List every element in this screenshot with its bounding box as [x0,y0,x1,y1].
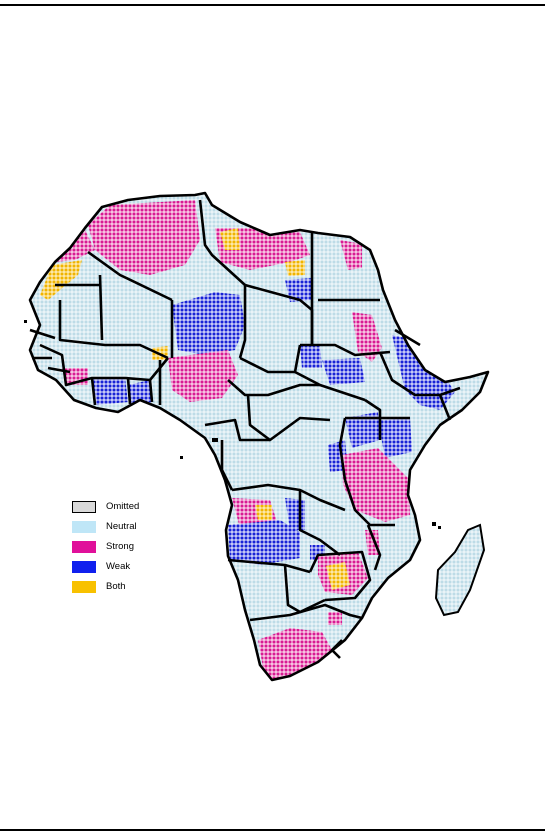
islands [24,320,441,529]
legend-item-neutral: Neutral [72,517,139,537]
region-weak-niger [172,292,245,355]
region-strong-egypt [340,240,362,270]
country-borders [28,191,490,682]
legend-label-weak: Weak [106,561,131,572]
island-sao-tome [180,456,183,459]
island-comoros-2 [438,526,441,529]
legend-swatch-neutral [72,521,96,533]
legend-label-both: Both [106,581,126,592]
legend-item-both: Both [72,577,139,597]
region-both-zimbabwe [326,562,350,590]
legend-swatch-omitted [72,501,96,513]
region-strong-tanzania [342,448,410,522]
island-cape-verde [24,320,27,323]
region-weak-sudan-south [322,358,365,385]
legend-swatch-both [72,581,96,593]
region-weak-ghana [128,380,152,404]
madagascar [434,523,486,617]
map-legend: Omitted Neutral Strong Weak Both [72,497,139,597]
region-weak-uganda [345,412,380,448]
continent-layer [30,193,488,680]
region-strong-maghreb [88,200,200,275]
region-weak-kenya [378,418,412,458]
legend-label-strong: Strong [106,541,134,552]
region-strong-nigeria [168,350,238,402]
region-both-tunisia [220,228,240,250]
region-weak-chad [300,345,322,368]
island-bioko [212,438,218,442]
legend-swatch-strong [72,541,96,553]
region-strong-sa-east [328,612,342,625]
top-rule [0,4,545,6]
legend-item-omitted: Omitted [72,497,139,517]
region-weak-angola [228,520,300,565]
bottom-rule [0,829,545,831]
island-comoros-1 [432,522,436,526]
region-weak-west-coast [92,378,128,405]
legend-label-neutral: Neutral [106,521,137,532]
legend-item-strong: Strong [72,537,139,557]
region-both-libya [285,260,305,276]
legend-swatch-weak [72,561,96,573]
region-both-angola [255,505,272,520]
legend-item-weak: Weak [72,557,139,577]
region-strong-sudan [352,312,382,362]
region-weak-libya-south [285,278,312,302]
legend-label-omitted: Omitted [106,501,140,512]
